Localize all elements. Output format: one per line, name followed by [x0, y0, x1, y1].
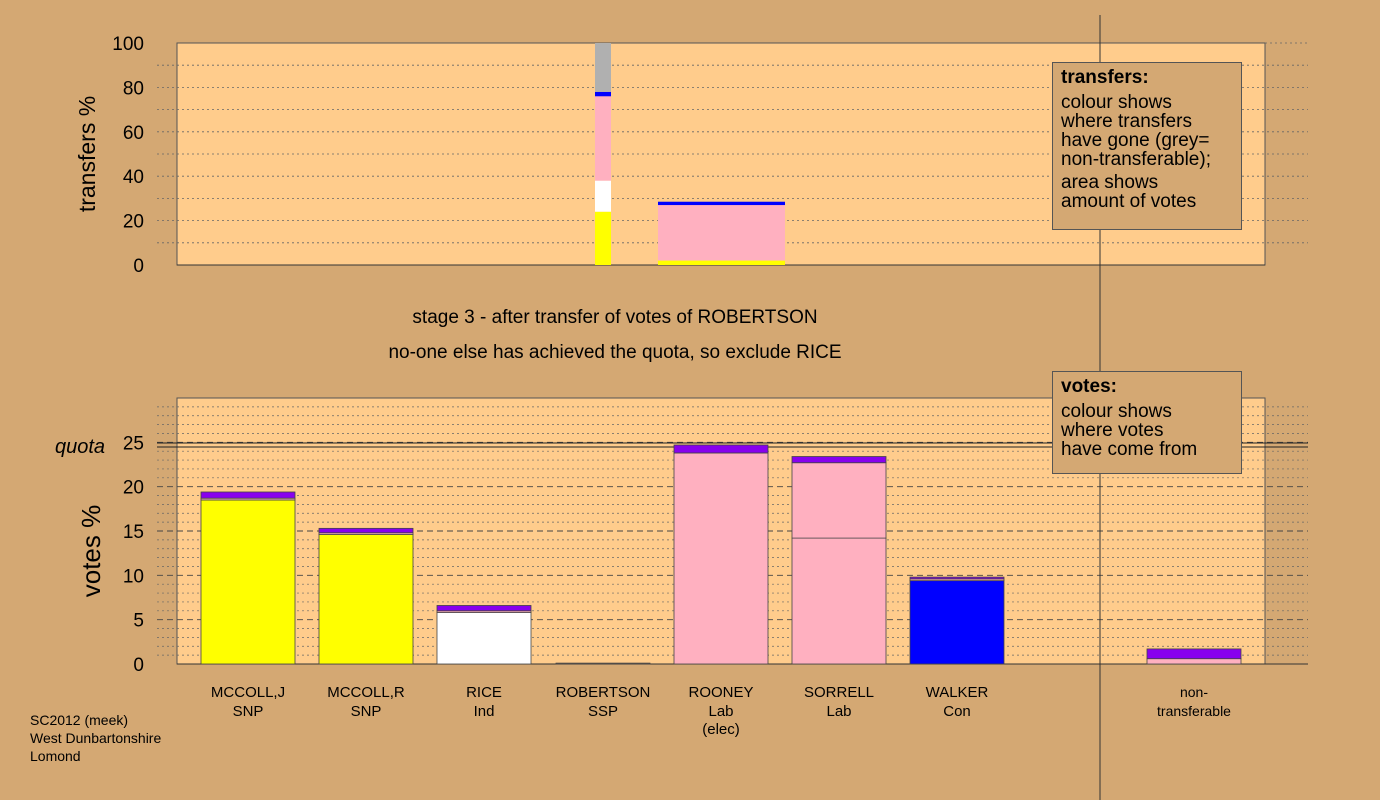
candidate-party: Lab	[826, 703, 851, 720]
candidate-name: ROBERTSON	[556, 684, 651, 701]
vote-segment	[318, 527, 414, 534]
votes-tick-label: 15	[123, 522, 144, 543]
candidate-name: RICE	[466, 684, 502, 701]
vote-segment	[673, 452, 769, 665]
candidate-party: Lab	[708, 703, 733, 720]
transfer-segment	[658, 260, 785, 265]
transfer-segment	[658, 205, 785, 261]
transfers-legend-text-2: area shows amount of votes	[1061, 172, 1197, 212]
transfers-tick-label: 20	[123, 212, 144, 233]
transfers-tick-label: 40	[123, 167, 144, 188]
candidate-name: SORRELL	[804, 684, 874, 701]
votes-legend: votes: colour shows where votes have com…	[1052, 371, 1242, 474]
stage-subtitle: no-one else has achieved the quota, so e…	[388, 342, 842, 363]
transfers-tick-label: 0	[133, 256, 144, 277]
vote-segment	[909, 580, 1005, 665]
candidate-name: MCCOLL,J	[211, 684, 285, 701]
vote-segment	[1146, 658, 1242, 665]
candidate-party: SNP	[351, 703, 382, 720]
transfer-segment	[595, 211, 611, 265]
transfer-segment	[658, 201, 785, 206]
votes-legend-text: colour shows where votes have come from	[1061, 401, 1198, 460]
transfers-tick-label: 80	[123, 78, 144, 99]
candidate-status: (elec)	[702, 721, 740, 738]
footer-info: SC2012 (meek) West Dunbartonshire Lomond	[30, 711, 161, 765]
votes-tick-label: 25	[123, 433, 144, 454]
transfers-tick-label: 100	[112, 34, 144, 55]
candidate-party: SNP	[233, 703, 264, 720]
transfers-legend-heading: transfers:	[1061, 67, 1149, 88]
votes-legend-heading: votes:	[1061, 376, 1117, 397]
footer-election: SC2012 (meek)	[30, 712, 129, 728]
transfer-segment	[595, 180, 611, 212]
votes-tick-label: 20	[123, 478, 144, 499]
vote-segment	[436, 605, 532, 612]
candidate-name: WALKER	[926, 684, 989, 701]
vote-segment	[791, 462, 887, 539]
transfers-tick-label: 60	[123, 123, 144, 144]
footer-ward: Lomond	[30, 748, 81, 764]
transfers-axis-label: transfers %	[74, 96, 100, 212]
vote-segment	[1146, 648, 1242, 660]
transfer-segment	[595, 96, 611, 181]
vote-segment	[791, 456, 887, 464]
quota-label: quota	[55, 436, 105, 458]
vote-segment	[791, 537, 887, 665]
footer-council: West Dunbartonshire	[30, 730, 162, 746]
votes-tick-label: 0	[133, 655, 144, 676]
transfers-legend: transfers: colour shows where transfers …	[1052, 62, 1242, 230]
vote-segment	[436, 612, 532, 665]
transfer-segment	[595, 43, 611, 92]
candidate-party: Con	[943, 703, 971, 720]
vote-segment	[200, 499, 296, 665]
candidate-party: SSP	[588, 703, 618, 720]
candidate-party: transferable	[1157, 703, 1231, 719]
vote-segment	[673, 444, 769, 454]
vote-segment	[909, 576, 1005, 580]
transfer-segment	[595, 91, 611, 97]
stage-title: stage 3 - after transfer of votes of ROB…	[412, 307, 818, 328]
vote-segment	[200, 491, 296, 499]
vote-segment	[555, 662, 651, 665]
candidate-party: Ind	[474, 703, 495, 720]
candidate-name: ROONEY	[688, 684, 753, 701]
transfers-legend-text-1: colour shows where transfers have gone (…	[1061, 92, 1211, 170]
candidate-name: MCCOLL,R	[327, 684, 405, 701]
votes-tick-label: 5	[133, 611, 144, 632]
votes-tick-label: 10	[123, 566, 144, 587]
vote-segment	[318, 534, 414, 665]
candidate-name: non-	[1180, 684, 1208, 700]
votes-axis-label: votes %	[76, 505, 106, 598]
